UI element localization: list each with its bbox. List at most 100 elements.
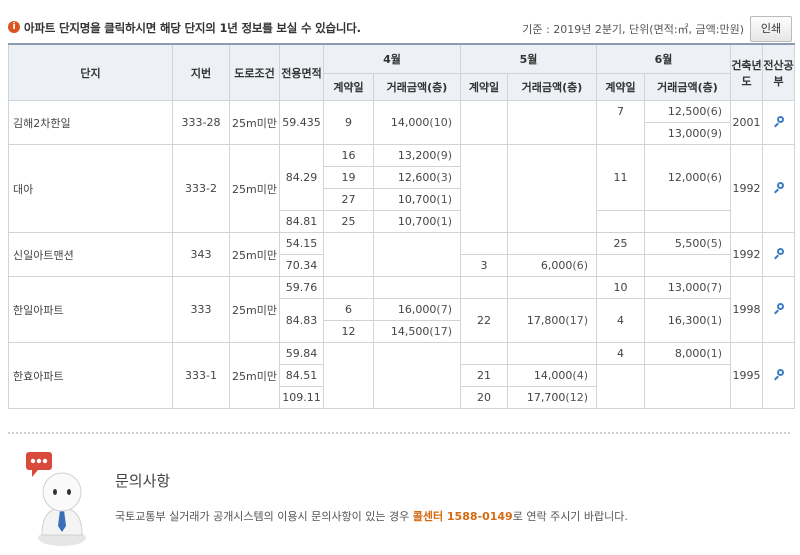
search-button[interactable] bbox=[762, 144, 795, 233]
complex-name-link[interactable]: 김해2차한일 bbox=[8, 100, 173, 145]
table-row: 84.83 6 16,000(7) 22 17,800(17) 4 16,300… bbox=[9, 298, 795, 343]
inquiry-text: 국토교통부 실거래가 공개시스템의 이용시 문의사항이 있는 경우 콜센터 15… bbox=[115, 510, 628, 523]
area-cell: 84.81 bbox=[279, 210, 324, 233]
header-month-5: 5월 bbox=[460, 43, 597, 74]
lot-cell: 333-1 bbox=[172, 342, 230, 409]
amount-cell: 12,000(6) bbox=[644, 144, 731, 211]
complex-name-link[interactable]: 한효아파트 bbox=[8, 342, 173, 409]
amount-cell: 10,700(1) bbox=[373, 188, 461, 211]
magnifier-icon bbox=[773, 247, 784, 259]
area-cell: 54.15 bbox=[279, 232, 324, 255]
notice-text: 아파트 단지명을 클릭하시면 해당 단지의 1년 정보를 보실 수 있습니다. bbox=[24, 21, 361, 35]
header-contract-day: 계약일 bbox=[460, 73, 508, 101]
header-contract-day: 계약일 bbox=[596, 73, 645, 101]
top-notice-bar: i 아파트 단지명을 클릭하시면 해당 단지의 1년 정보를 보실 수 있습니다… bbox=[8, 15, 792, 43]
table-row: 한효아파트 333-1 25m미만 59.84 4 8,000(1) 1995 bbox=[8, 342, 795, 409]
road-cell: 25m미만 bbox=[229, 100, 280, 145]
contract-day: 25 bbox=[596, 232, 645, 255]
area-cell: 59.76 bbox=[279, 276, 324, 299]
built-year: 1992 bbox=[730, 144, 763, 233]
road-cell: 25m미만 bbox=[229, 342, 280, 409]
road-cell: 25m미만 bbox=[229, 144, 280, 233]
complex-name-link[interactable]: 신일아트맨션 bbox=[8, 232, 173, 277]
area-cell: 59.84 bbox=[279, 342, 324, 365]
amount-cell bbox=[507, 342, 597, 365]
header-contract-day: 계약일 bbox=[323, 73, 374, 101]
area-cell: 59.435 bbox=[279, 100, 324, 145]
road-cell: 25m미만 bbox=[229, 276, 280, 343]
search-button[interactable] bbox=[762, 276, 795, 343]
mascot-icon bbox=[26, 452, 86, 546]
search-button[interactable] bbox=[762, 100, 795, 145]
contract-day: 22 bbox=[460, 298, 508, 343]
built-year: 1995 bbox=[730, 342, 763, 409]
amount-cell bbox=[644, 254, 731, 277]
contract-day: 12 bbox=[323, 320, 374, 343]
amount-cell: 8,000(1) bbox=[644, 342, 731, 365]
header-built: 건축년도 bbox=[730, 43, 763, 101]
built-year: 1992 bbox=[730, 232, 763, 277]
contract-day: 16 bbox=[323, 144, 374, 167]
header-area: 전용면적 bbox=[279, 43, 324, 101]
amount-cell: 12,500(6) bbox=[644, 100, 731, 123]
header-amount: 거래금액(층) bbox=[373, 73, 461, 101]
area-cell: 70.34 bbox=[279, 254, 324, 277]
amount-cell bbox=[373, 276, 461, 299]
contract-day bbox=[596, 364, 645, 409]
print-button[interactable]: 인쇄 bbox=[750, 16, 792, 42]
amount-cell: 14,500(17) bbox=[373, 320, 461, 343]
table-row: 김해2차한일 333-28 25m미만 59.435 9 14,000(10) … bbox=[8, 100, 795, 145]
amount-cell: 16,000(7) bbox=[373, 298, 461, 321]
lot-cell: 333 bbox=[172, 276, 230, 343]
table-row: 신일아트맨션 343 25m미만 54.15 25 5,500(5) 1992 bbox=[8, 232, 795, 277]
contract-day bbox=[460, 342, 508, 365]
search-button[interactable] bbox=[762, 342, 795, 409]
amount-cell bbox=[507, 144, 597, 233]
area-cell: 84.51 bbox=[279, 364, 324, 387]
area-cell: 109.11 bbox=[279, 386, 324, 409]
lot-cell: 333-2 bbox=[172, 144, 230, 233]
table-row: 84.81 25 10,700(1) bbox=[9, 210, 795, 233]
contract-day: 19 bbox=[323, 166, 374, 189]
amount-cell: 14,000(10) bbox=[373, 100, 461, 145]
amount-cell: 10,700(1) bbox=[373, 210, 461, 233]
contract-day: 9 bbox=[323, 100, 374, 145]
area-cell: 84.29 bbox=[279, 144, 324, 211]
contract-day: 27 bbox=[323, 188, 374, 211]
table-row: 대아 333-2 25m미만 84.29 16 13,200(9) 11 12,… bbox=[8, 144, 795, 233]
table-row: 13,000(9) bbox=[9, 122, 795, 145]
table-row: 19 12,600(3) bbox=[9, 166, 795, 189]
amount-cell: 16,300(1) bbox=[644, 298, 731, 343]
amount-cell: 13,200(9) bbox=[373, 144, 461, 167]
contract-day: 3 bbox=[460, 254, 508, 277]
amount-cell: 13,000(9) bbox=[644, 122, 731, 145]
contract-day bbox=[460, 276, 508, 299]
complex-name-link[interactable]: 대아 bbox=[8, 144, 173, 233]
header-month-4: 4월 bbox=[323, 43, 461, 74]
table-row: 84.51 21 14,000(4) bbox=[9, 364, 795, 409]
amount-cell: 13,000(7) bbox=[644, 276, 731, 299]
header-complex: 단지 bbox=[8, 43, 173, 101]
contract-day: 10 bbox=[596, 276, 645, 299]
amount-cell: 5,500(5) bbox=[644, 232, 731, 255]
amount-cell bbox=[373, 232, 461, 277]
lot-cell: 333-28 bbox=[172, 100, 230, 145]
basis-text: 기준 : 2019년 2분기, 단위(면적:㎡, 금액:만원) bbox=[522, 23, 744, 36]
table-row: 한일아파트 333 25m미만 59.76 10 13,000(7) 1998 bbox=[8, 276, 795, 343]
contract-day bbox=[460, 144, 508, 233]
table-row: 109.11 20 17,700(12) bbox=[9, 386, 795, 409]
contract-day: 21 bbox=[460, 364, 508, 387]
amount-cell: 12,600(3) bbox=[373, 166, 461, 189]
header-amount: 거래금액(층) bbox=[507, 73, 597, 101]
amount-cell: 17,800(17) bbox=[507, 298, 597, 343]
contract-day bbox=[323, 276, 374, 299]
header-amount: 거래금액(층) bbox=[644, 73, 731, 101]
complex-name-link[interactable]: 한일아파트 bbox=[8, 276, 173, 343]
amount-cell: 17,700(12) bbox=[507, 386, 597, 409]
contract-day: 6 bbox=[323, 298, 374, 321]
magnifier-icon bbox=[773, 115, 784, 127]
call-center-phone: 콜센터 1588-0149 bbox=[412, 510, 513, 523]
search-button[interactable] bbox=[762, 232, 795, 277]
contract-day: 4 bbox=[596, 342, 645, 365]
amount-cell bbox=[644, 364, 731, 409]
